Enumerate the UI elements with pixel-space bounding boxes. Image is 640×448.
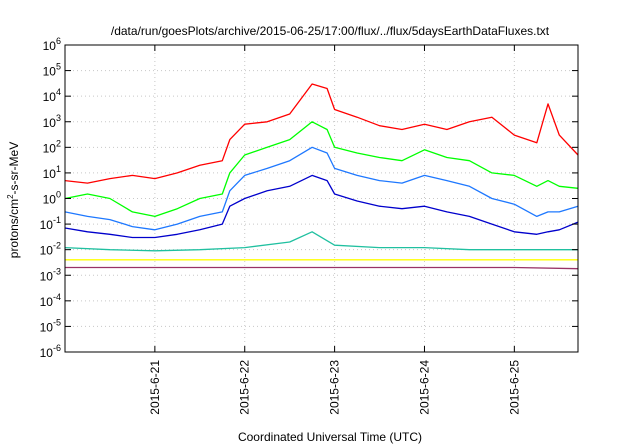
y-tick-exp: 0 [56,190,61,200]
chart-title: /data/run/goesPlots/archive/2015-06-25/1… [111,24,550,38]
y-tick-base: 10 [40,295,54,309]
x-axis-label: Coordinated Universal Time (UTC) [238,430,422,444]
y-tick-base: 10 [43,39,57,53]
y-tick-exp: -2 [53,241,61,251]
series-line-7 [65,266,579,270]
y-tick-label: 10-5 [40,317,61,334]
series-line-3 [64,146,579,231]
series-line-1 [64,83,579,184]
y-tick-exp: -1 [53,215,61,225]
y-tick-base: 10 [43,193,57,207]
y-tick-exp: -6 [53,343,61,353]
x-tick-label: 2015-6-22 [238,360,252,415]
y-tick-label: 102 [43,138,61,155]
y-axis-label-prefix: protons/cm [7,199,21,258]
y-tick-base: 10 [40,244,54,258]
y-tick-base: 10 [40,320,54,334]
y-tick-base: 10 [43,141,57,155]
series-line-4 [64,174,579,239]
y-tick-exp: 6 [56,36,61,46]
y-tick-exp: 4 [56,87,61,97]
y-tick-exp: 3 [56,113,61,123]
y-tick-label: 10-6 [40,343,61,360]
x-tick-label: 2015-6-25 [507,360,521,415]
y-tick-base: 10 [43,116,57,130]
x-tick-label: 2015-6-21 [148,360,162,415]
y-axis: 10-610-510-410-310-210-11001011021031041… [40,36,578,360]
y-tick-exp: -3 [53,266,61,276]
y-tick-label: 105 [43,62,61,79]
y-tick-label: 10-4 [40,292,61,309]
y-tick-label: 103 [43,113,61,130]
y-tick-exp: 1 [56,164,61,174]
y-axis-label-suffix: -s-sr-MeV [7,142,21,195]
y-tick-label: 101 [43,164,61,181]
y-tick-base: 10 [40,269,54,283]
series-line-2 [64,121,579,218]
y-tick-exp: -4 [53,292,61,302]
y-tick-base: 10 [40,218,54,232]
series-layer [64,83,579,270]
y-tick-exp: 5 [56,62,61,72]
y-tick-label: 10-2 [40,241,61,258]
y-axis-label-sup: 2 [6,194,15,199]
x-tick-label: 2015-6-24 [417,360,431,415]
y-tick-base: 10 [40,346,54,360]
y-tick-label: 10-1 [40,215,61,232]
y-tick-label: 100 [43,190,61,207]
y-axis-label: protons/cm2-s-sr-MeV [6,142,21,258]
y-tick-base: 10 [43,90,57,104]
y-tick-label: 106 [43,36,61,53]
series-line-5 [64,231,578,252]
y-tick-exp: -5 [53,317,61,327]
y-tick-base: 10 [43,65,57,79]
y-tick-base: 10 [43,167,57,181]
y-tick-label: 10-3 [40,266,61,283]
y-tick-exp: 2 [56,138,61,148]
x-axis: 2015-6-21 2015-6-22 2015-6-23 2015-6-24 2015… [148,45,521,415]
y-tick-label: 104 [43,87,61,104]
x-tick-label: 2015-6-23 [328,360,342,415]
grid [65,45,578,352]
